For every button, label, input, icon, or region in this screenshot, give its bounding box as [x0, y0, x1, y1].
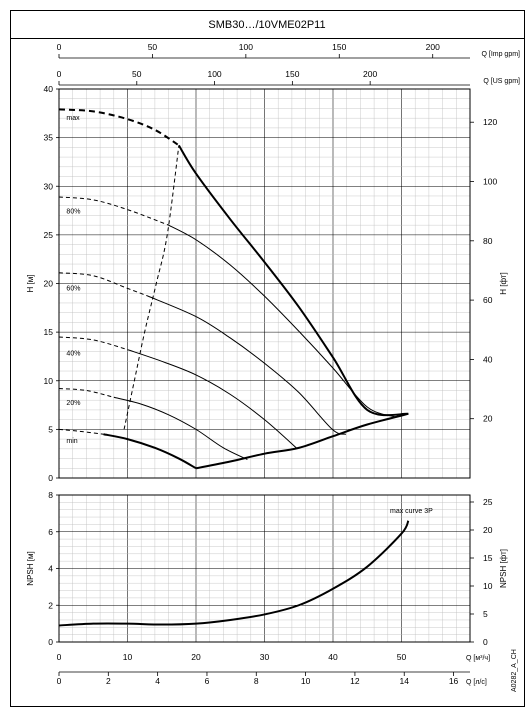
curve-label: 60%: [66, 285, 80, 292]
curve-min-solid: [103, 433, 197, 470]
y2-tick-label: 25: [483, 497, 493, 507]
y-tick-label: 20: [44, 279, 54, 289]
curve-layer: [58, 108, 410, 627]
y2-tick-label: 20: [483, 414, 493, 424]
curve-80-solid: [168, 224, 395, 418]
top-axis-tick-label: 150: [285, 69, 299, 79]
curve-60-solid: [147, 295, 347, 435]
curve-label: min: [66, 438, 77, 445]
bottom-axis-title: Q [л/с]: [466, 679, 487, 686]
y2-tick-label: 0: [483, 637, 488, 647]
outer-frame: [10, 10, 525, 707]
y2-tick-label: 40: [483, 354, 493, 364]
x-tick-label: 30: [260, 652, 270, 662]
curve-20-solid: [113, 396, 248, 460]
curve-label: 40%: [66, 350, 80, 357]
y-tick-label: 0: [48, 637, 53, 647]
x-tick-label: 0: [57, 652, 62, 662]
curve-npsh: [58, 520, 410, 627]
bottom-axis-tick-label: 2: [106, 676, 111, 686]
y2-tick-label: 80: [483, 236, 493, 246]
top-axis-tick-label: 50: [132, 69, 142, 79]
curve-40-dashed: [58, 336, 128, 351]
y-tick-label: 5: [48, 424, 53, 434]
top-axis-title: Q [Imp gpm]: [481, 51, 520, 58]
curve-label: max: [66, 115, 80, 122]
x-tick-label: 20: [191, 652, 201, 662]
bottom-axis-tick-label: 4: [155, 676, 160, 686]
curve-label: 80%: [66, 208, 80, 215]
y-tick-label: 4: [48, 564, 53, 574]
top-axis-tick-label: 150: [332, 42, 346, 52]
document-code: A0282_A_CH: [511, 649, 518, 692]
chart-title: SMB30…/10VME02P11: [208, 19, 325, 31]
curve-min-dashed: [58, 428, 104, 435]
curve-label: 20%: [66, 400, 80, 407]
y2-axis-title: H [фт]: [499, 272, 508, 295]
x-tick-label: 40: [328, 652, 338, 662]
curve-40-solid: [127, 349, 298, 450]
bottom-axis-tick-label: 8: [254, 676, 259, 686]
x-axis-title: Q [м³/ч]: [466, 655, 490, 662]
y-tick-label: 15: [44, 327, 54, 337]
y-axis-title: H [м]: [26, 275, 35, 293]
y-tick-label: 6: [48, 527, 53, 537]
y2-axis-title: NPSH [фт]: [499, 549, 508, 588]
curve-max-speed-dashed: [123, 145, 180, 430]
bottom-axis-tick-label: 14: [400, 676, 410, 686]
top-axis-tick-label: 200: [426, 42, 440, 52]
y-tick-label: 2: [48, 600, 53, 610]
y2-tick-label: 15: [483, 553, 493, 563]
grid-layer: [56, 54, 474, 676]
bottom-axis-tick-label: 10: [301, 676, 311, 686]
top-axis-tick-label: 200: [363, 69, 377, 79]
y-axis-title: NPSH [м]: [26, 551, 35, 585]
y-tick-label: 35: [44, 133, 54, 143]
y2-tick-label: 100: [483, 177, 497, 187]
top-axis-tick-label: 0: [57, 69, 62, 79]
bottom-axis-tick-label: 12: [350, 676, 360, 686]
y-tick-label: 40: [44, 84, 54, 94]
y2-tick-label: 60: [483, 295, 493, 305]
bottom-axis-tick-label: 6: [205, 676, 210, 686]
top-axis-tick-label: 100: [207, 69, 221, 79]
npsh-annotation: max curve 3P: [390, 508, 433, 515]
x-tick-label: 10: [123, 652, 133, 662]
bottom-axis-tick-label: 0: [57, 676, 62, 686]
curve-20-dashed: [58, 388, 114, 398]
top-axis-tick-label: 100: [239, 42, 253, 52]
curve-max-solid: [178, 144, 409, 417]
y-tick-label: 25: [44, 230, 54, 240]
y-tick-label: 10: [44, 376, 54, 386]
curve-max-dashed: [58, 108, 180, 147]
curve-80-dashed: [58, 196, 169, 226]
curve-lower-envelope: [195, 412, 409, 470]
curve-60-dashed: [58, 272, 149, 297]
y-tick-label: 0: [48, 473, 53, 483]
y2-tick-label: 5: [483, 609, 488, 619]
y-tick-label: 30: [44, 181, 54, 191]
top-axis-title: Q [US gpm]: [483, 78, 520, 85]
y2-tick-label: 120: [483, 117, 497, 127]
y-tick-label: 8: [48, 490, 53, 500]
top-axis-tick-label: 50: [148, 42, 158, 52]
y2-tick-label: 10: [483, 581, 493, 591]
top-axis-tick-label: 0: [57, 42, 62, 52]
bottom-axis-tick-label: 16: [449, 676, 459, 686]
x-tick-label: 50: [397, 652, 407, 662]
y2-tick-label: 20: [483, 525, 493, 535]
